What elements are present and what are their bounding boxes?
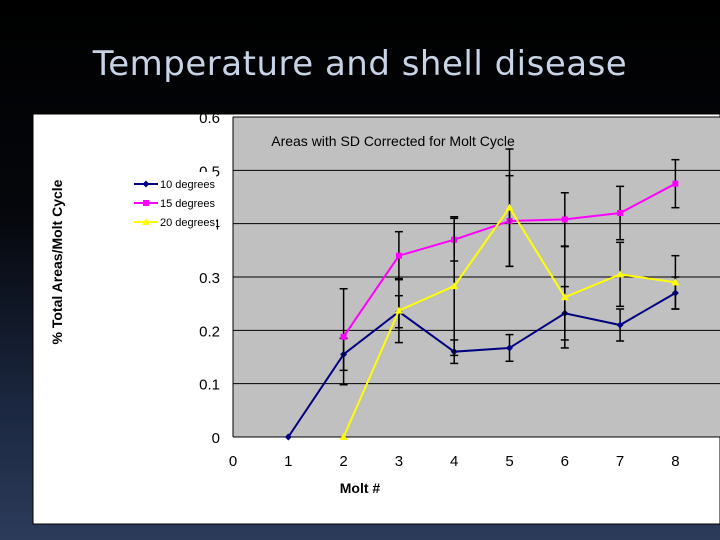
data-point [561, 216, 568, 223]
slide-title: Temperature and shell disease [92, 44, 628, 84]
x-tick-label: 8 [671, 453, 679, 470]
x-tick-label: 7 [616, 453, 624, 470]
y-tick-label: 0.1 [199, 377, 220, 394]
legend-label: 20 degrees [160, 217, 216, 229]
x-tick-label: 0 [229, 453, 237, 470]
y-tick-label: 0.2 [199, 323, 220, 340]
x-tick-label: 5 [505, 453, 513, 470]
series-3 [339, 148, 680, 440]
x-tick-label: 2 [339, 453, 347, 470]
data-point [143, 200, 149, 206]
x-tick-label: 4 [450, 453, 458, 470]
data-point [506, 344, 513, 352]
data-point [560, 293, 569, 301]
data-point [671, 278, 680, 286]
data-point [395, 252, 402, 259]
series-line [287, 292, 676, 438]
x-tick-label: 6 [561, 453, 569, 470]
data-point [616, 321, 624, 329]
x-tick-labels: 0 1 2 3 4 5 6 7 8 [229, 453, 680, 470]
data-point [616, 270, 625, 278]
x-tick-label: 1 [284, 453, 292, 470]
data-point [505, 203, 514, 211]
data-point [142, 180, 150, 188]
y-tick-label: 0.6 [199, 110, 220, 127]
legend-label: 10 degrees [160, 179, 216, 191]
y-tick-label: 0 [212, 430, 220, 447]
y-tick-label: 0.3 [199, 270, 220, 287]
y-axis-label: % Total Areas/Molt Cycle [49, 179, 65, 344]
data-point [339, 433, 348, 440]
data-point [340, 333, 347, 340]
data-point [142, 218, 150, 225]
data-point [672, 180, 679, 187]
data-point [450, 282, 459, 290]
legend-label: 15 degrees [160, 198, 216, 210]
data-point [617, 210, 624, 217]
legend: 10 degrees 15 degrees 20 degrees [132, 172, 216, 232]
x-tick-label: 3 [395, 453, 403, 470]
chart-title: Areas with SD Corrected for Molt Cycle [271, 133, 515, 149]
data-point [284, 433, 292, 441]
data-point [394, 306, 403, 314]
x-axis-label: Molt # [340, 480, 381, 496]
